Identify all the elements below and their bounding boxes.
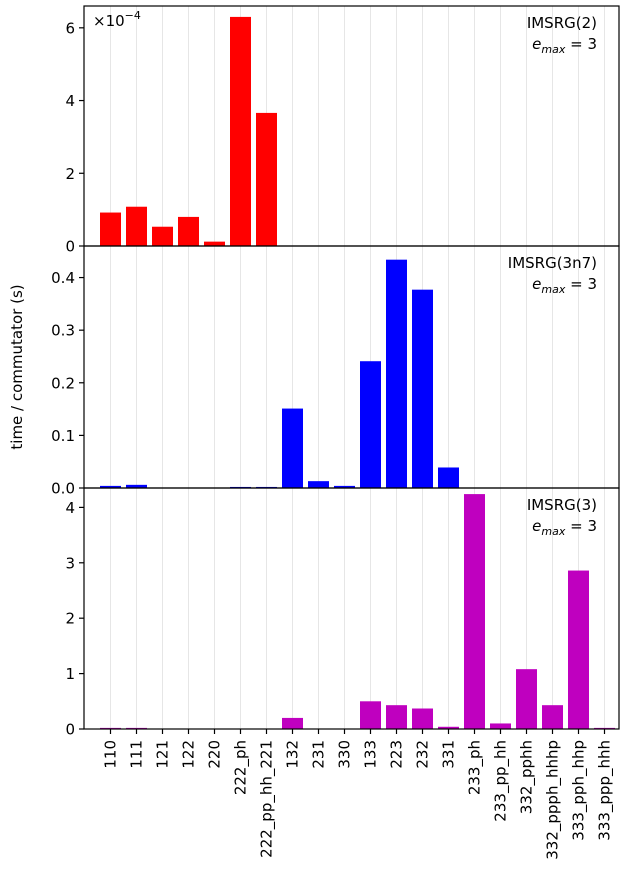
x-tick-label-222_pp_hh_221: 222_pp_hh_221 (258, 740, 277, 858)
bar-1-111 (126, 206, 147, 246)
panel-1-emax: emax = 3 (532, 35, 597, 56)
y-tick-label: 4 (65, 499, 75, 517)
x-tick-label-233_pp_hh: 233_pp_hh (492, 740, 511, 822)
bar-1-122 (178, 216, 199, 246)
panel-1-scale: ×10−4 (93, 9, 141, 30)
x-tick-label-133: 133 (362, 740, 380, 769)
bar-2-223 (386, 259, 407, 488)
bar-2-111 (126, 484, 147, 488)
bar-3-332_pphh (516, 669, 537, 729)
bar-2-231 (308, 481, 329, 488)
y-tick-label: 6 (65, 19, 75, 37)
grid-layer (110, 6, 605, 729)
x-tick-label-332_pphh: 332_pphh (518, 740, 537, 814)
y-tick-label: 1 (65, 665, 75, 683)
y-tick-label: 0.4 (51, 269, 75, 287)
y-tick-label: 4 (65, 92, 75, 110)
y-tick-label: 3 (65, 554, 75, 572)
x-tick-label-233_ph: 233_ph (466, 740, 485, 795)
bar-3-233_ph (464, 494, 485, 729)
x-tick-label-122: 122 (180, 740, 198, 769)
bar-1-121 (152, 226, 173, 246)
x-tick-label-232: 232 (414, 740, 432, 769)
y-axis-label: time / commutator (s) (8, 284, 26, 449)
bar-3-232 (412, 708, 433, 729)
bar-1-220 (204, 241, 225, 246)
bar-layer (100, 16, 615, 729)
x-tick-label-332_ppph_hhhp: 332_ppph_hhhp (544, 740, 563, 860)
x-tick-label-110: 110 (102, 740, 120, 769)
bar-2-331 (438, 467, 459, 488)
y-tick-label: 2 (65, 610, 75, 628)
y-tick-label: 0.0 (51, 480, 75, 498)
x-tick-label-220: 220 (206, 740, 224, 769)
panel-3-label: IMSRG(3) (527, 496, 597, 514)
x-tick-label-330: 330 (336, 740, 354, 769)
x-tick-label-222_ph: 222_ph (232, 740, 251, 795)
x-tick-label-231: 231 (310, 740, 328, 769)
panel-2-emax: emax = 3 (532, 275, 597, 296)
y-tick-label: 0.3 (51, 322, 75, 340)
x-tick-label-333_pph_hhp: 333_pph_hhp (570, 740, 589, 841)
bar-1-222_ph (230, 16, 251, 247)
bar-3-223 (386, 705, 407, 729)
bar-2-133 (360, 361, 381, 488)
bar-1-110 (100, 212, 121, 246)
y-tick-label: 0 (65, 721, 75, 739)
y-tick-label: 0.2 (51, 374, 75, 392)
bar-3-132 (282, 717, 303, 729)
y-tick-label: 0 (65, 238, 75, 256)
bar-2-330 (334, 485, 355, 488)
x-tick-label-333_ppp_hhh: 333_ppp_hhh (596, 740, 615, 841)
bar-3-332_ppph_hhhp (542, 705, 563, 729)
x-tick-label-111: 111 (128, 740, 146, 769)
bar-2-232 (412, 289, 433, 488)
panel-3-frame (83, 487, 620, 730)
bar-3-333_pph_hhp (568, 570, 589, 729)
bar-3-233_pp_hh (490, 723, 511, 729)
panel-3-emax: emax = 3 (532, 517, 597, 538)
axis-layer (79, 5, 620, 734)
x-tick-label-121: 121 (154, 740, 172, 769)
bar-2-110 (100, 485, 121, 488)
bar-3-133 (360, 701, 381, 729)
text-layer: 0 2 4 6 IMSRG(2) emax = 3 ×10−4 0.0 0.1 0.2 0.3 0.4… (51, 9, 614, 860)
x-tick-label-132: 132 (284, 740, 302, 769)
bar-3-331 (438, 726, 459, 729)
panel-1-label: IMSRG(2) (527, 14, 597, 32)
x-tick-label-331: 331 (440, 740, 458, 769)
y-tick-label: 2 (65, 165, 75, 183)
y-tick-label: 0.1 (51, 427, 75, 445)
panel-2-label: IMSRG(3n7) (508, 254, 597, 272)
bar-1-222_pp_hh_221 (256, 112, 277, 246)
bar-2-132 (282, 408, 303, 488)
x-tick-label-223: 223 (388, 740, 406, 769)
